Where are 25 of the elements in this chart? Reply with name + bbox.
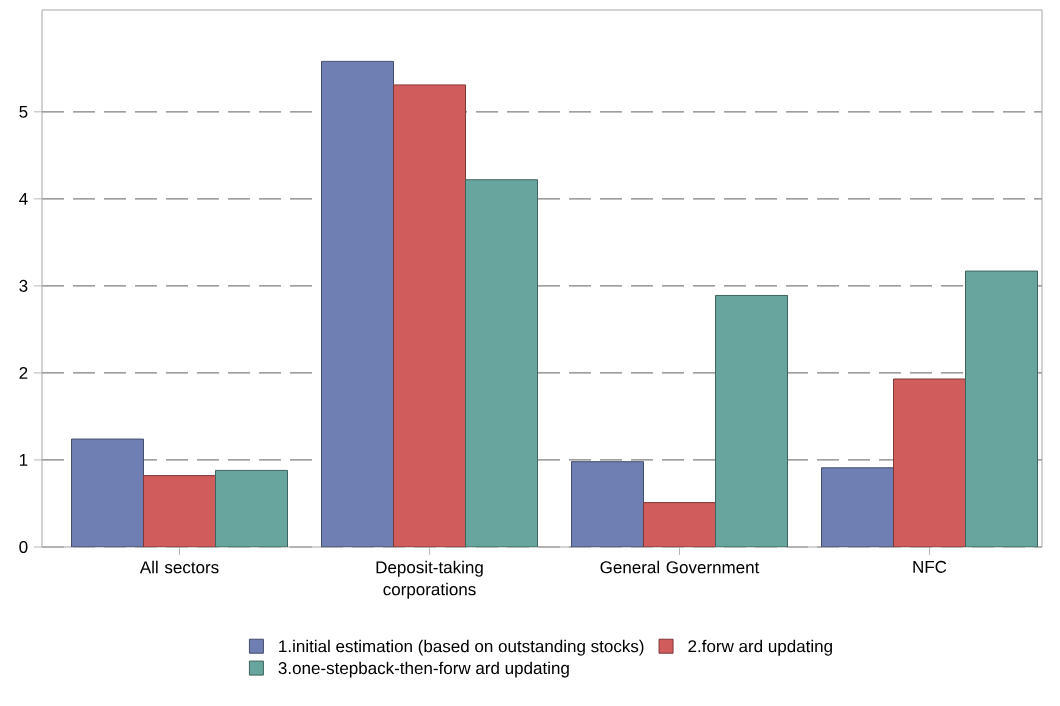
bar [821,467,894,547]
bar [571,461,645,547]
x-tick-label: All sectors [139,560,219,574]
bar [643,502,717,547]
bar [893,378,967,547]
legend-label: 3.one-stepback-then-forw ard updating [278,661,569,678]
y-tick-label: 5 [19,105,28,118]
bar [321,60,395,547]
y-tick-label: 1 [19,454,28,466]
y-tick-label: 0 [19,540,28,554]
bar [215,469,289,547]
bar [71,438,145,547]
y-tick-label: 3 [19,279,28,292]
legend-label: 2.forw ard updating [688,639,832,656]
x-tick-label: Deposit-taking corporations [376,560,483,599]
bar [393,84,467,547]
x-tick-label: NFC [913,560,947,573]
bar [715,294,788,547]
bar [465,179,539,547]
y-tick-label: 2 [19,366,28,379]
x-tick-label: General Government [600,560,760,574]
bar [965,270,1038,547]
legend-label: 1.initial estimation (based on outstanding stocks) [279,639,644,656]
bar [143,475,217,547]
y-tick-label: 4 [19,193,28,205]
